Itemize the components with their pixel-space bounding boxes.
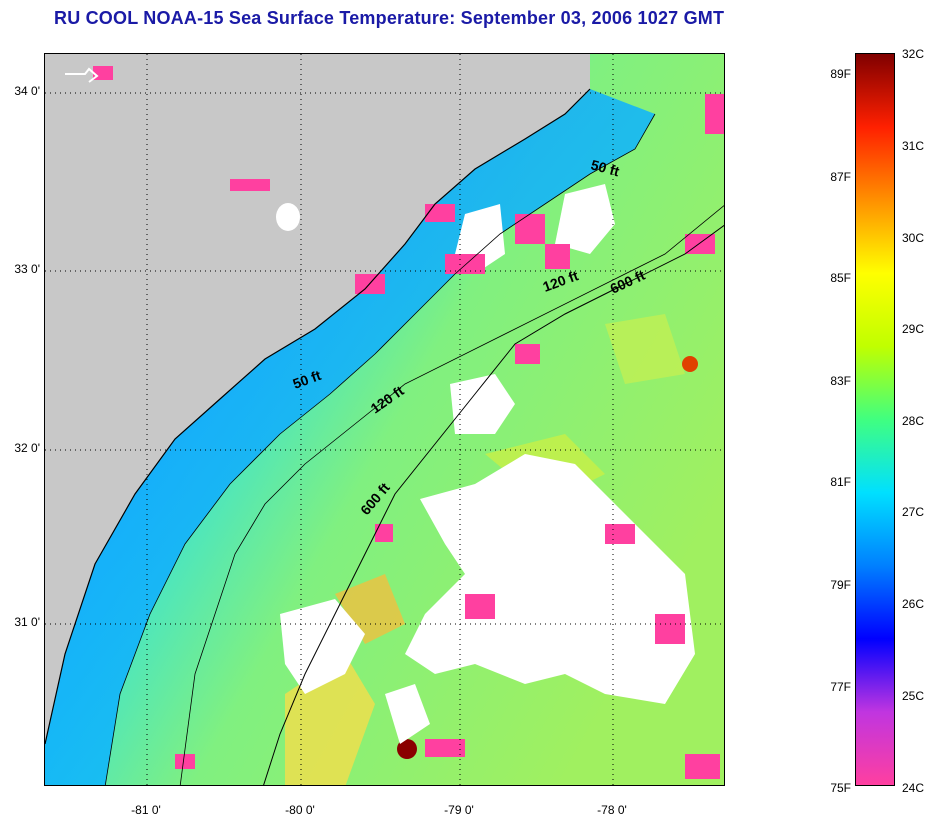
lat-label: 31 0' [14,615,40,629]
colorbar-c-label: 25C [902,689,925,703]
isobath-600ft [263,224,724,785]
sst-map: 50 ft 50 ft 120 ft 120 ft 600 ft 600 ft [44,53,725,786]
colorbar-c-label: 27C [902,505,925,519]
map-title: RU COOL NOAA-15 Sea Surface Temperature:… [54,8,725,28]
temperature-colorbar [855,53,895,786]
cloud-cover [276,203,300,231]
colorbar-f-label: 83F [830,374,851,388]
colorbar-f-label: 75F [830,781,851,795]
colorbar-c-label: 32C [902,47,925,61]
lat-label: 34 0' [14,84,40,98]
colorbar-f-label: 79F [830,578,851,592]
colorbar-f-label: 81F [830,475,851,489]
isobath-120ft [179,205,724,785]
hot-spot [397,739,417,759]
colorbar-f-label: 77F [830,680,851,694]
contour-label-50ft-north: 50 ft [589,156,621,179]
lon-label: -81 0' [131,803,161,817]
coastline [45,88,591,745]
lon-label: -79 0' [444,803,474,817]
lat-label: 32 0' [14,441,40,455]
isobath-50ft [104,113,656,785]
nearshore-band [45,89,655,785]
cloud-cover [450,374,515,434]
hot-spot [682,356,698,372]
arrow-icon [65,67,99,83]
lon-label: -78 0' [597,803,627,817]
colorbar-c-label: 31C [902,139,925,153]
cloud-cover [555,184,615,254]
cloud-cover [280,599,365,694]
colorbar-c-label: 26C [902,597,925,611]
colorbar-c-label: 28C [902,414,925,428]
lon-label: -80 0' [285,803,315,817]
graticule [45,54,724,785]
lat-label: 33 0' [14,262,40,276]
cloud-cover [385,684,430,744]
colorbar-f-label: 89F [830,67,851,81]
warm-patch [605,314,685,384]
colorbar-c-label: 24C [902,781,925,795]
colorbar-c-label: 30C [902,231,925,245]
colorbar-f-label: 85F [830,271,851,285]
cloud-cover [405,454,695,704]
colorbar-c-label: 29C [902,322,925,336]
colorbar-f-label: 87F [830,170,851,184]
warm-patch [335,574,405,644]
